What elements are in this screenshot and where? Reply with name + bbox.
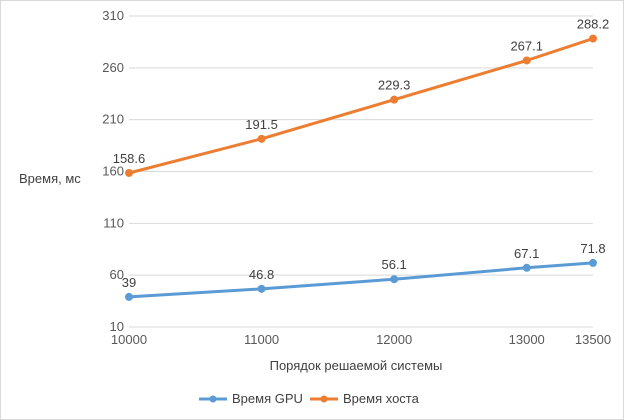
x-tick-label: 11000 bbox=[244, 332, 279, 347]
y-tick-label: 310 bbox=[102, 8, 124, 23]
x-tick-label: 13500 bbox=[575, 332, 611, 347]
data-point bbox=[589, 34, 597, 43]
x-tick-label: 10000 bbox=[111, 332, 147, 347]
gridlines bbox=[129, 15, 593, 328]
legend-swatch-marker bbox=[209, 395, 217, 403]
data-label: 229.3 bbox=[378, 78, 411, 93]
data-point bbox=[257, 134, 266, 143]
x-tick-label: 12000 bbox=[376, 332, 412, 347]
y-tick-label: 160 bbox=[102, 164, 124, 179]
data-point bbox=[257, 284, 266, 293]
y-tick-label: 60 bbox=[110, 267, 124, 282]
data-point bbox=[390, 95, 399, 104]
data-point bbox=[589, 258, 597, 267]
data-label: 71.8 bbox=[580, 241, 605, 256]
legend: Время GPU Время хоста bbox=[199, 391, 420, 406]
data-point bbox=[390, 275, 399, 284]
data-point bbox=[522, 263, 531, 272]
legend-label: Время хоста bbox=[343, 391, 420, 406]
x-tick-label: 13000 bbox=[509, 332, 545, 347]
data-point bbox=[125, 168, 133, 177]
data-label: 56.1 bbox=[381, 257, 406, 272]
data-point bbox=[125, 292, 133, 301]
y-tick-label: 10 bbox=[110, 319, 124, 334]
data-label: 67.1 bbox=[514, 246, 539, 261]
data-label: 288.2 bbox=[577, 17, 610, 32]
data-labels: 39 46.8 56.1 67.1 71.8 158.6 191.5 229.3 267.1 28… bbox=[113, 17, 610, 290]
legend-swatch-marker bbox=[320, 395, 328, 403]
x-axis-title: Порядок решаемой системы bbox=[270, 358, 443, 373]
data-point bbox=[522, 56, 531, 65]
y-tick-label: 260 bbox=[102, 60, 124, 75]
data-label: 39 bbox=[122, 275, 136, 290]
series-lines bbox=[125, 34, 597, 301]
data-label: 267.1 bbox=[510, 38, 543, 53]
legend-label: Время GPU bbox=[232, 391, 303, 406]
data-label: 46.8 bbox=[249, 267, 274, 282]
data-label: 158.6 bbox=[113, 151, 146, 166]
y-tick-label: 210 bbox=[102, 112, 124, 127]
axes: 10 60 110 160 210 260 310 10000 11000 12000 13000 1… bbox=[102, 8, 611, 347]
y-tick-label: 110 bbox=[103, 215, 124, 230]
data-label: 191.5 bbox=[245, 117, 278, 132]
y-axis-title: Время, мс bbox=[19, 171, 81, 186]
